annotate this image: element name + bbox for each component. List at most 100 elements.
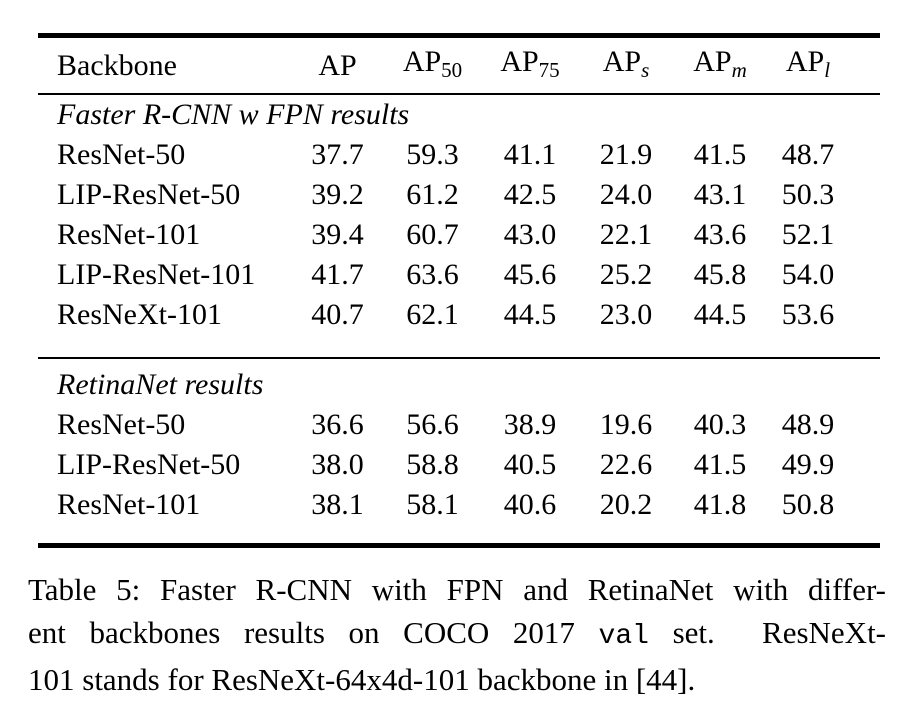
value-cell: 38.1	[311, 488, 364, 521]
column-label: AP	[693, 44, 732, 78]
value-cell: 44.5	[693, 298, 747, 331]
backbone-cell: ResNet-50	[57, 408, 186, 441]
value-cell: 56.6	[406, 408, 459, 441]
section-title: RetinaNet results	[57, 368, 264, 401]
value-cell: 45.6	[503, 258, 557, 291]
value-cell: 45.8	[693, 258, 747, 291]
value-cell: 61.2	[406, 178, 459, 211]
value-cell: 37.7	[311, 138, 364, 171]
backbone-cell: ResNet-101	[57, 488, 201, 521]
value-cell: 43.0	[503, 218, 557, 251]
table-row: LIP-ResNet-50 39.2 61.2 42.5 24.0 43.1 5…	[38, 175, 880, 215]
value-cell: 40.3	[693, 408, 747, 441]
header-cell-ap75: AP75	[480, 42, 580, 90]
value-cell: 36.6	[311, 408, 364, 441]
value-cell: 22.6	[599, 448, 653, 481]
value-cell: 50.8	[781, 488, 835, 521]
value-cell: 54.0	[781, 258, 835, 291]
column-label: AP	[402, 44, 442, 78]
value-cell: 52.1	[781, 218, 835, 251]
column-subscript: s	[641, 57, 650, 82]
header-cell-apl: APl	[768, 42, 848, 90]
column-subscript: l	[824, 57, 831, 82]
backbone-cell: ResNeXt-101	[57, 298, 222, 331]
table-row: ResNeXt-101 40.7 62.1 44.5 23.0 44.5 53.…	[38, 295, 880, 335]
column-subscript: m	[731, 57, 747, 82]
value-cell: 25.2	[599, 258, 653, 291]
value-cell: 63.6	[406, 258, 459, 291]
column-subscript: 50	[441, 57, 463, 82]
value-cell: 50.3	[781, 178, 835, 211]
section-divider-rule	[38, 357, 880, 359]
value-cell: 48.9	[781, 408, 835, 441]
value-cell: 43.1	[693, 178, 747, 211]
table-row: ResNet-50 36.6 56.6 38.9 19.6 40.3 48.9	[38, 405, 880, 445]
section-header-row: RetinaNet results	[38, 365, 880, 405]
value-cell: 48.7	[781, 138, 835, 171]
caption-line-1: Table 5: Faster R-CNN with FPN and Retin…	[28, 572, 886, 607]
caption-text: ent backbones results on COCO 2017	[28, 615, 599, 650]
table-row: LIP-ResNet-101 41.7 63.6 45.6 25.2 45.8 …	[38, 255, 880, 295]
table-row: ResNet-101 38.1 58.1 40.6 20.2 41.8 50.8	[38, 485, 880, 525]
value-cell: 24.0	[599, 178, 653, 211]
value-cell: 58.8	[406, 448, 459, 481]
column-label: Backbone	[57, 48, 177, 82]
header-cell-apm: APm	[672, 42, 768, 90]
value-cell: 39.2	[311, 178, 364, 211]
value-cell: 41.5	[693, 448, 747, 481]
value-cell: 38.0	[311, 448, 364, 481]
caption-text: set. ResNeXt-	[648, 615, 887, 650]
column-subscript: 75	[538, 57, 560, 82]
backbone-cell: LIP-ResNet-101	[57, 258, 256, 291]
table-row: ResNet-50 37.7 59.3 41.1 21.9 41.5 48.7	[38, 135, 880, 175]
value-cell: 23.0	[599, 298, 653, 331]
caption-line-3: 101 stands for ResNeXt-64x4d-101 backbon…	[28, 662, 696, 697]
caption-mono-val: val	[598, 621, 649, 652]
value-cell: 41.8	[693, 488, 747, 521]
backbone-cell: LIP-ResNet-50	[57, 178, 241, 211]
backbone-cell: LIP-ResNet-50	[57, 448, 241, 481]
spacer	[38, 525, 880, 543]
value-cell: 60.7	[406, 218, 459, 251]
column-label: AP	[500, 44, 539, 78]
spacer	[38, 335, 880, 357]
header-cell-ap50: AP50	[385, 42, 480, 90]
section-header-row: Faster R-CNN w FPN results	[38, 95, 880, 135]
value-cell: 22.1	[599, 218, 653, 251]
backbone-cell: ResNet-50	[57, 138, 186, 171]
table-row: ResNet-101 39.4 60.7 43.0 22.1 43.6 52.1	[38, 215, 880, 255]
table-bottom-rule	[38, 543, 880, 548]
value-cell: 62.1	[406, 298, 459, 331]
backbone-cell: ResNet-101	[57, 218, 201, 251]
section-title: Faster R-CNN w FPN results	[57, 98, 410, 131]
value-cell: 40.7	[311, 298, 364, 331]
table-row: LIP-ResNet-50 38.0 58.8 40.5 22.6 41.5 4…	[38, 445, 880, 485]
header-cell-aps: APs	[580, 42, 672, 90]
value-cell: 41.7	[311, 258, 364, 291]
value-cell: 40.6	[503, 488, 557, 521]
table-header-row: Backbone AP AP50 AP75 APs APm APl	[38, 38, 880, 93]
value-cell: 41.1	[503, 138, 557, 171]
header-cell-ap: AP	[290, 46, 385, 86]
value-cell: 20.2	[599, 488, 653, 521]
value-cell: 43.6	[693, 218, 747, 251]
value-cell: 39.4	[311, 218, 364, 251]
table-top-rule	[38, 33, 880, 38]
value-cell: 40.5	[503, 448, 557, 481]
value-cell: 38.9	[503, 408, 557, 441]
value-cell: 41.5	[693, 138, 747, 171]
header-cell-backbone: Backbone	[38, 46, 290, 86]
header-divider-rule	[38, 93, 880, 95]
column-label: AP	[785, 44, 825, 78]
results-table: Backbone AP AP50 AP75 APs APm APl Faster…	[38, 33, 880, 548]
value-cell: 59.3	[406, 138, 459, 171]
value-cell: 49.9	[781, 448, 835, 481]
table-caption: Table 5: Faster R-CNN with FPN and Retin…	[28, 568, 886, 701]
value-cell: 44.5	[503, 298, 557, 331]
column-label: AP	[318, 48, 357, 82]
caption-line-2: ent backbones results on COCO 2017 val s…	[28, 611, 886, 658]
value-cell: 42.5	[503, 178, 557, 211]
value-cell: 19.6	[599, 408, 653, 441]
value-cell: 53.6	[781, 298, 835, 331]
